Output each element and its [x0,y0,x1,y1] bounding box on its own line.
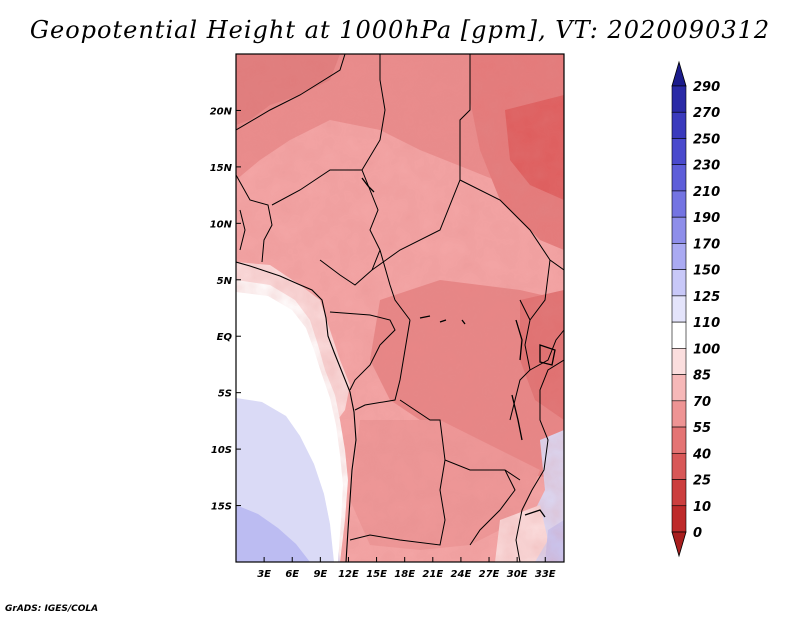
colorbar-label: 125 [693,290,720,305]
colorbar-label: 270 [693,106,720,121]
lat-tick-label: 10N [210,219,233,230]
colorbar-segment [671,505,687,533]
colorbar-segment [671,479,687,507]
colorbar-segment [671,111,687,139]
colorbar-segment [671,426,687,454]
lon-tick-label: 9E [313,569,327,580]
colorbar-segment [671,295,687,323]
lon-tick-label: 27E [479,569,500,580]
colorbar-segment [671,374,687,402]
lon-tick-label: 18E [394,569,415,580]
coastline-east [515,359,564,562]
lat-tick-label: EQ [217,332,233,343]
figure-title: Geopotential Height at 1000hPa [gpm], VT… [29,16,771,44]
colorbar-segment [671,164,687,192]
colorbar-label: 0 [693,526,702,541]
lon-tick-label: 33E [535,569,556,580]
lat-tick-label: 5N [217,276,233,287]
colorbar-label: 150 [693,264,720,279]
colorbar-label: 85 [693,369,711,384]
lon-tick-label: 3E [257,569,271,580]
colorbar-segment [671,216,687,244]
field-ocean-violet-clean [236,505,310,562]
colorbar-label: 70 [693,395,711,410]
colorbar-segment [671,321,687,349]
colorbar-label: 210 [693,185,720,200]
lon-axis: 3E 6E 9E 12E 15E 18E 21E 24E 27E 30E 33E [257,557,556,580]
colorbar-label: 100 [693,342,720,357]
colorbar-label: 25 [693,474,711,489]
colorbar-arrow-top [671,60,687,87]
colorbar-segment [671,269,687,297]
map-field [236,54,564,562]
colorbar-label: 10 [693,500,711,515]
colorbar-label: 110 [693,316,720,331]
country-borders [236,54,564,546]
colorbar-label: 190 [693,211,720,226]
lon-tick-label: 15E [366,569,387,580]
colorbar-label: 290 [693,80,720,95]
lon-tick-label: 21E [422,569,443,580]
lon-tick-label: 24E [451,569,472,580]
colorbar-label: 170 [693,237,720,252]
map-frame [235,53,565,563]
lon-tick-label: 12E [338,569,359,580]
colorbar-label: 55 [693,421,711,436]
colorbar-label: 250 [693,132,720,147]
colorbar-segment [671,85,687,113]
lon-tick-label: 30E [507,569,528,580]
colorbar-arrow-bottom [671,531,687,558]
lon-tick-label: 6E [285,569,299,580]
lat-tick-label: 20N [210,106,233,117]
colorbar-label: 40 [692,447,711,462]
lat-tick-label: 5S [218,389,232,400]
colorbar-segment [671,400,687,428]
lat-axis: 20N 15N 10N 5N EQ 5S 10S 15S [210,106,241,513]
lat-tick-label: 15S [211,502,232,513]
colorbar-segment [671,190,687,218]
lat-tick-label: 15N [210,163,233,174]
coastline-west [236,261,357,562]
lat-tick-label: 10S [211,445,232,456]
colorbar-segment [671,348,687,375]
colorbar-segment [671,243,687,270]
lakes [361,177,556,518]
colorbar-label: 230 [693,159,720,174]
colorbar-segment [671,452,687,480]
colorbar-segment [671,138,687,166]
colorbar: 2902702502302101901701501251101008570554… [671,60,720,558]
credit-text: GrADS: IGES/COLA [5,604,99,614]
